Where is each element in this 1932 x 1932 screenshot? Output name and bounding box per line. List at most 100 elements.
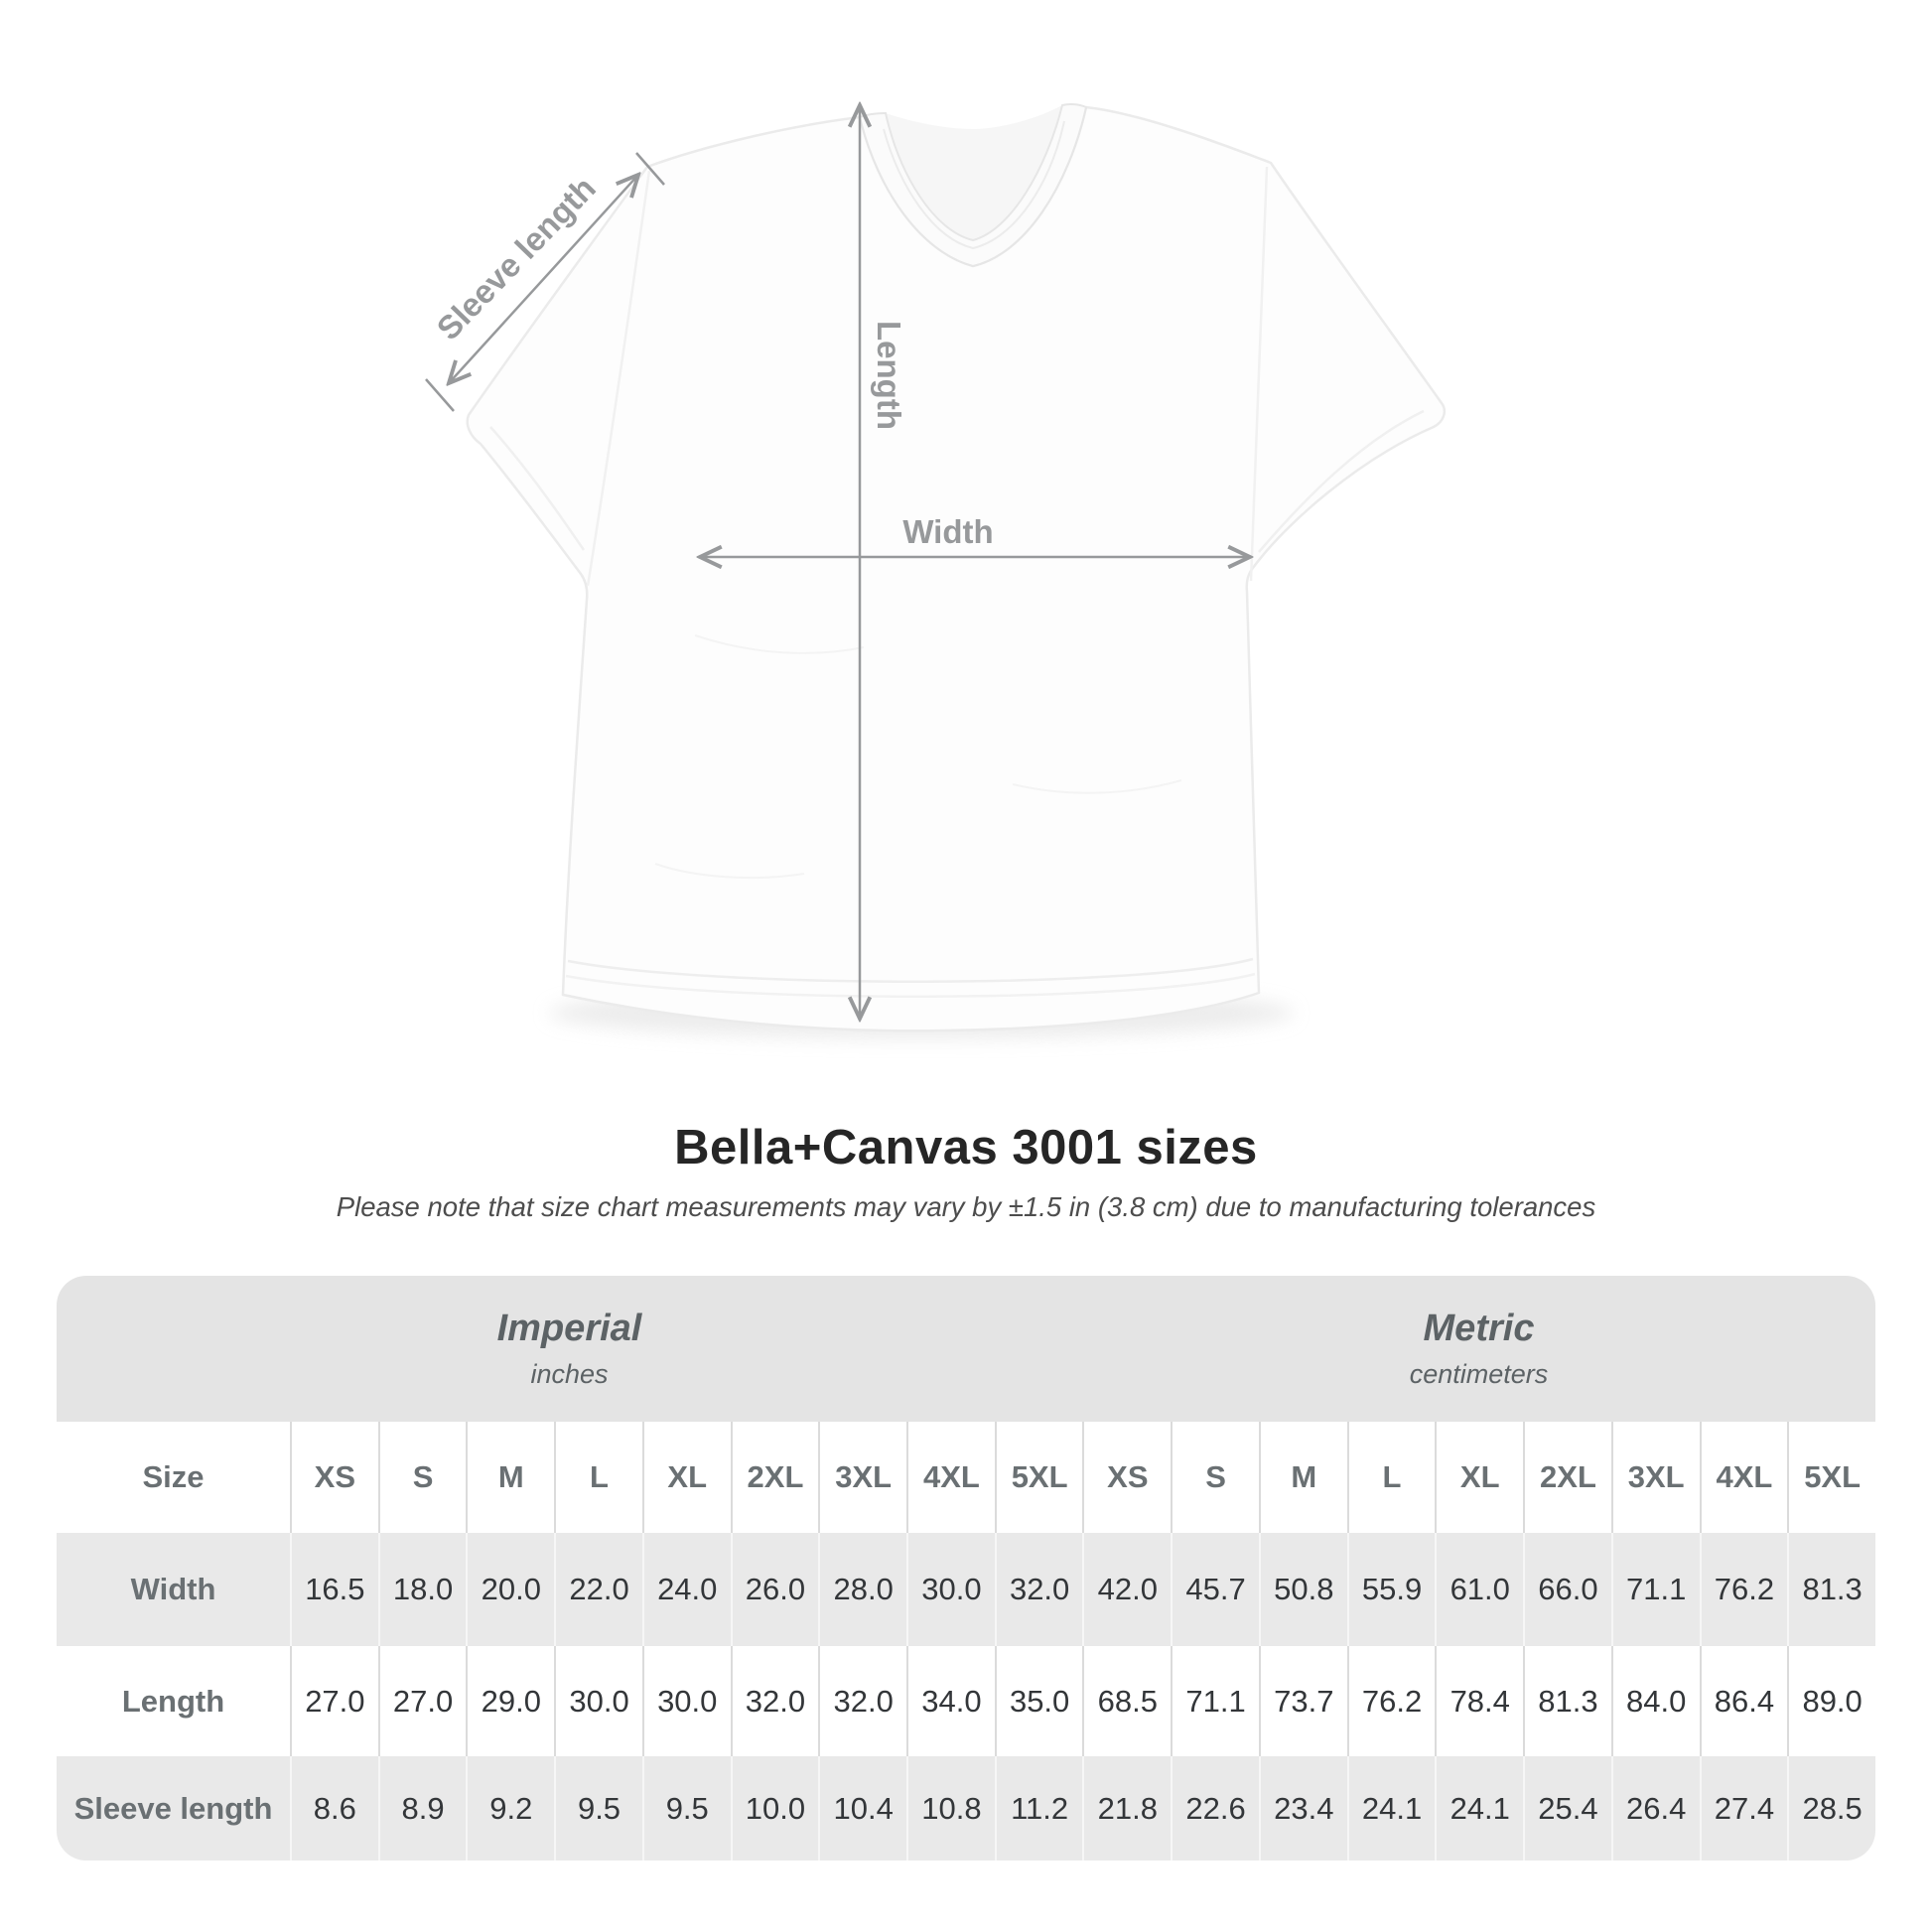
length-metric-value: 68.5 [1082,1646,1172,1756]
size-header: M [1258,1422,1347,1533]
inner-neck-shadow [886,105,1062,240]
length-metric-value: 71.1 [1171,1646,1259,1756]
width-imperial-value: 18.0 [377,1533,467,1646]
sleeve-metric-value: 21.8 [1082,1756,1172,1861]
imperial-heading: Imperial [496,1308,642,1349]
sleeve-metric-value: 28.5 [1787,1756,1875,1861]
length-metric-value: 86.4 [1699,1646,1788,1756]
tshirt-body [466,105,1446,1033]
size-header: 5XL [1787,1422,1875,1533]
size-header: 3XL [1610,1422,1700,1533]
unit-group-imperial: Imperial inches [57,1276,1082,1422]
length-imperial-value: 35.0 [994,1646,1083,1756]
hem-seam-upper [567,957,1254,983]
page-subtitle: Please note that size chart measurements… [336,1191,1596,1222]
width-metric-value: 71.1 [1610,1533,1700,1646]
size-header: 2XL [1523,1422,1611,1533]
length-imperial-value: 27.0 [377,1646,467,1756]
unit-group-metric: Metric centimeters [1082,1276,1875,1422]
length-imperial-value: 27.0 [290,1646,378,1756]
dimension-annotations [425,105,1250,1019]
page-title: Bella+Canvas 3001 sizes [674,1121,1258,1174]
length-imperial-value: 32.0 [730,1646,819,1756]
row-label-width: Width [57,1533,290,1646]
sleeve-metric-value: 25.4 [1523,1756,1611,1861]
metric-unit: centimeters [1409,1359,1549,1389]
size-header: S [377,1422,467,1533]
width-metric-value: 42.0 [1082,1533,1172,1646]
size-header: 2XL [730,1422,819,1533]
imperial-unit: inches [530,1359,609,1389]
sleeve-imperial-value: 9.5 [641,1756,731,1861]
size-header: XS [1082,1422,1172,1533]
sleeve-imperial-value: 10.4 [818,1756,907,1861]
width-imperial-value: 30.0 [906,1533,995,1646]
width-metric-value: 55.9 [1346,1533,1436,1646]
length-imperial-value: 34.0 [906,1646,995,1756]
size-header: L [1346,1422,1436,1533]
width-imperial-value: 26.0 [730,1533,819,1646]
tshirt-measurement-diagram: Sleeve length Length Width [425,0,1446,1038]
width-imperial-value: 28.0 [818,1533,907,1646]
size-header: 4XL [1699,1422,1788,1533]
length-imperial-value: 30.0 [641,1646,731,1756]
sleeve-imperial-value: 9.5 [554,1756,642,1861]
size-header: XL [1435,1422,1524,1533]
sleeve-metric-value: 22.6 [1171,1756,1259,1861]
row-label-length: Length [57,1646,290,1756]
size-header: 4XL [906,1422,995,1533]
sleeve-imperial-value: 10.8 [906,1756,995,1861]
sleeve-arrow-bottom-tick [425,378,455,412]
length-metric-value: 73.7 [1258,1646,1347,1756]
metric-heading: Metric [1423,1308,1535,1349]
right-sleeve-seam [1249,166,1269,582]
width-imperial-value: 16.5 [290,1533,378,1646]
length-label: Length [871,321,907,430]
width-imperial-value: 20.0 [466,1533,555,1646]
collar-inner-seam [883,120,1065,250]
width-metric-value: 81.3 [1787,1533,1875,1646]
size-header: M [466,1422,555,1533]
sleeve-metric-value: 27.4 [1699,1756,1788,1861]
sleeve-arrow-top-tick [635,152,665,186]
length-metric-value: 84.0 [1610,1646,1700,1756]
size-header: XL [641,1422,731,1533]
size-header: 3XL [818,1422,907,1533]
sleeve-metric-value: 24.1 [1435,1756,1524,1861]
sleeve-metric-value: 23.4 [1258,1756,1347,1861]
collar-ribbing [858,102,1088,268]
length-metric-value: 76.2 [1346,1646,1436,1756]
sleeve-imperial-value: 8.9 [377,1756,467,1861]
row-label-sleeve-length: Sleeve length [57,1756,290,1861]
length-imperial-value: 29.0 [466,1646,555,1756]
width-label: Width [902,513,993,550]
sleeve-imperial-value: 8.6 [290,1756,378,1861]
size-header: S [1171,1422,1259,1533]
sleeve-imperial-value: 11.2 [994,1756,1083,1861]
size-header: L [554,1422,642,1533]
wrinkle-shading [654,634,1182,880]
sleeve-metric-value: 26.4 [1610,1756,1700,1861]
sleeve-length-dimension-line [449,175,638,383]
width-imperial-value: 24.0 [641,1533,731,1646]
length-metric-value: 89.0 [1787,1646,1875,1756]
length-imperial-value: 32.0 [818,1646,907,1756]
hem-seam-lower [565,972,1256,998]
size-chart-table: Imperial inches Metric centimeters Size … [57,1276,1875,1861]
sleeve-imperial-value: 9.2 [466,1756,555,1861]
size-header: XS [290,1422,378,1533]
size-grid: Size XS S M L XL 2XL 3XL 4XL 5XL XS S M … [57,1422,1875,1861]
width-imperial-value: 32.0 [994,1533,1083,1646]
width-metric-value: 76.2 [1699,1533,1788,1646]
left-cuff-seam [489,426,586,551]
right-cuff-seam [1258,409,1425,553]
length-metric-value: 81.3 [1523,1646,1611,1756]
width-metric-value: 45.7 [1171,1533,1259,1646]
length-imperial-value: 30.0 [554,1646,642,1756]
length-metric-value: 78.4 [1435,1646,1524,1756]
units-header-row: Imperial inches Metric centimeters [57,1276,1875,1422]
tshirt-illustration [466,102,1446,1033]
width-metric-value: 61.0 [1435,1533,1524,1646]
sleeve-imperial-value: 10.0 [730,1756,819,1861]
